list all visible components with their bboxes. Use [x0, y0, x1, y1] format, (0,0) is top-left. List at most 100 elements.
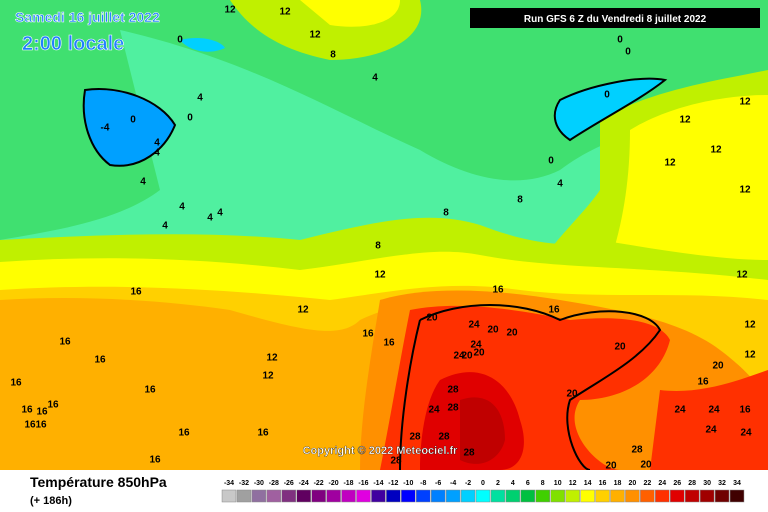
contour-label: 16 [94, 355, 106, 366]
contour-label: 12 [736, 270, 748, 281]
legend-label: -34 [224, 480, 234, 487]
copyright: Copyright © 2022 Meteociel.fr [303, 445, 459, 457]
legend-swatch [356, 489, 371, 503]
legend-label: 16 [599, 480, 607, 487]
field-zone [300, 0, 400, 27]
contour-label: 16 [257, 428, 269, 439]
contour-label: 16 [47, 400, 59, 411]
contour-label: 20 [426, 313, 438, 324]
contour-label: 8 [443, 208, 449, 219]
legend-label: 26 [673, 480, 681, 487]
contour-label: 4 [217, 208, 223, 219]
legend-label: 0 [481, 480, 485, 487]
contour-label: 4 [197, 93, 203, 104]
legend-label: 12 [569, 480, 577, 487]
legend-swatch [401, 489, 416, 503]
run-text: Run GFS 6 Z du Vendredi 8 juillet 2022 [524, 14, 707, 25]
contour-label: -4 [101, 123, 110, 134]
legend-label: 4 [511, 480, 515, 487]
contour-label: 16 [383, 338, 395, 349]
legend-swatch [460, 489, 476, 503]
contour-label: 4 [154, 138, 160, 149]
contour-label: 0 [617, 35, 623, 46]
contour-label: 0 [187, 113, 193, 124]
contour-label: 28 [390, 456, 402, 467]
contour-label: 16 [362, 329, 374, 340]
contour-label: 12 [739, 97, 751, 108]
contour-label: 20 [614, 342, 626, 353]
contour-label: 16 [130, 287, 142, 298]
legend-swatch [595, 489, 610, 503]
contour-label: 4 [162, 221, 168, 232]
legend-swatch [416, 489, 431, 503]
contour-label: 16 [21, 405, 33, 416]
legend-label: 18 [614, 480, 622, 487]
legend-swatch [699, 489, 715, 503]
contour-label: 12 [664, 158, 676, 169]
contour-label: 28 [447, 385, 459, 396]
legend-swatch [625, 489, 640, 503]
legend-label: 6 [526, 480, 530, 487]
legend-label: -6 [435, 480, 441, 487]
legend-label: -12 [388, 480, 398, 487]
contour-label: 24 [674, 405, 686, 416]
legend-label: 10 [554, 480, 562, 487]
contour-label: 12 [224, 5, 236, 16]
contour-label: 16 [24, 420, 36, 431]
cold-pool [180, 37, 225, 52]
contour-label: 24 [740, 428, 752, 439]
legend-swatch [490, 489, 506, 503]
legend-swatch [281, 489, 296, 503]
field-zone [600, 95, 768, 290]
legend-swatch [430, 489, 446, 503]
legend-label: 20 [629, 480, 637, 487]
contour-label: 12 [744, 320, 756, 331]
contour-label: 20 [566, 389, 578, 400]
contour-label: 8 [375, 241, 381, 252]
legend-swatch [266, 489, 282, 503]
contour-label: 0 [177, 35, 183, 46]
contour-label: 20 [605, 461, 617, 472]
contour-label: 12 [262, 371, 274, 382]
legend-label: -32 [239, 480, 249, 487]
contour-label: 12 [739, 185, 751, 196]
contour-label: 8 [330, 50, 336, 61]
run-box [470, 8, 760, 28]
legend-label: -26 [284, 480, 294, 487]
contour-label: 12 [279, 7, 291, 18]
legend-label: -4 [450, 480, 456, 487]
contour-label: 12 [266, 353, 278, 364]
contour-label: 16 [36, 407, 48, 418]
time-text: 2:00 locale [22, 33, 124, 55]
contour-label: 16 [697, 377, 709, 388]
legend-label: -2 [465, 480, 471, 487]
contour-label: 20 [461, 351, 473, 362]
contour-label: 0 [130, 115, 136, 126]
contour-label: 0 [604, 90, 610, 101]
legend-label: -18 [343, 480, 353, 487]
contour-label: 16 [178, 428, 190, 439]
contour-label: 20 [712, 361, 724, 372]
legend-swatch [640, 489, 655, 503]
legend-label: -24 [299, 480, 309, 487]
contour-label: 12 [710, 145, 722, 156]
contour-label: 24 [705, 425, 717, 436]
legend-label: 30 [703, 480, 711, 487]
contour-label: 16 [35, 420, 47, 431]
legend-swatch [684, 489, 700, 503]
legend-swatch [610, 489, 625, 503]
contour-label: 28 [631, 445, 643, 456]
contour-label: 4 [179, 202, 185, 213]
footer-lead: (+ 186h) [30, 495, 72, 507]
legend-swatch [296, 489, 311, 503]
contour-label: 8 [517, 195, 523, 206]
field-zone [460, 397, 505, 464]
contour-label: 12 [309, 30, 321, 41]
legend-swatch [580, 489, 595, 503]
legend-label: -16 [358, 480, 368, 487]
contour-label: 4 [207, 213, 213, 224]
legend-swatch [535, 489, 550, 503]
legend-label: 34 [733, 480, 741, 487]
contour-label: 20 [487, 325, 499, 336]
